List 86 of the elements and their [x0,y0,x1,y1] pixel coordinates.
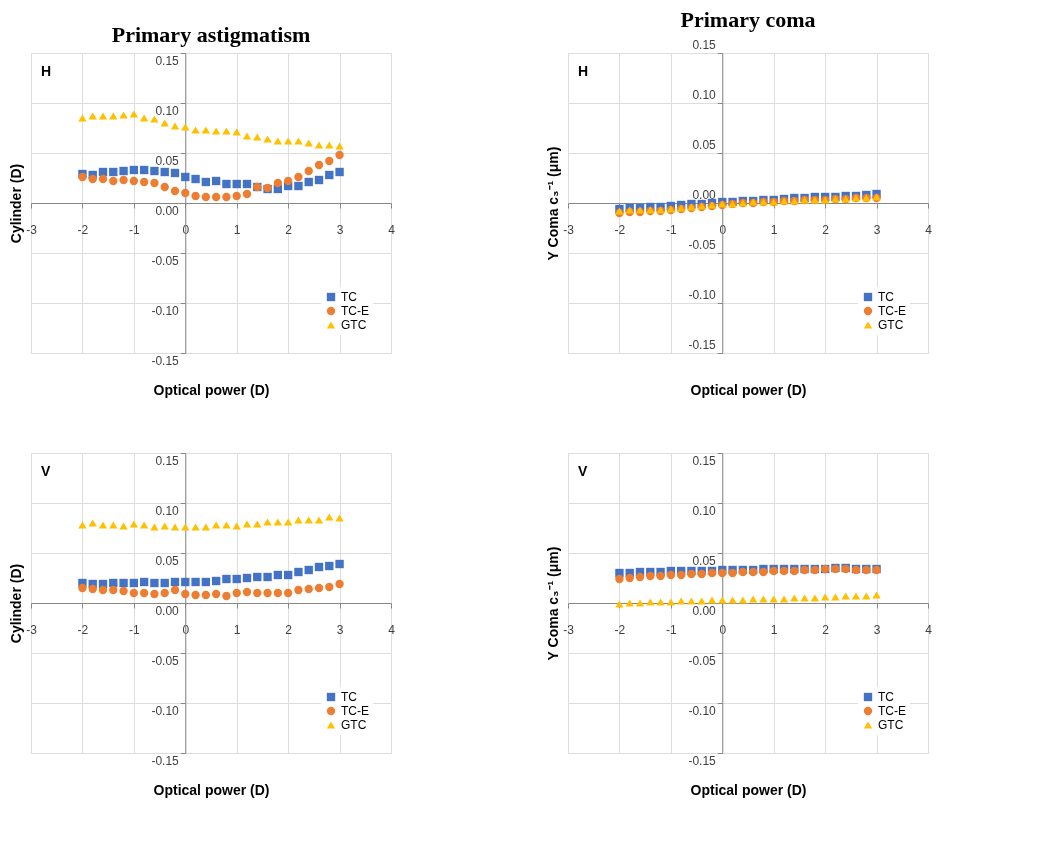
y-axis-title: Cylinder (D) [7,163,24,244]
y-axis-title: Y Coma c₃⁻¹ (μm) [544,546,561,661]
legend-label: GTC [878,718,904,732]
annotation: V [578,463,588,479]
y-tick-label: -0.10 [151,303,180,318]
y-tick-label: 0.15 [692,453,717,468]
x-tick-label: 3 [873,622,881,637]
legend-label: GTC [341,318,367,332]
x-tick-label: 1 [233,222,241,237]
x-tick-label: 3 [873,222,881,237]
y-tick-label: 0.00 [155,203,180,218]
y-tick-label: -0.15 [688,753,717,768]
y-tick-label: 0.15 [155,53,180,68]
y-tick-label: -0.10 [688,703,717,718]
legend-label: TC [341,290,358,304]
x-axis-title: Optical power (D) [153,381,270,398]
y-tick-label: 0.00 [692,603,717,618]
y-tick-label: 0.10 [692,503,717,518]
x-axis-title: Optical power (D) [153,781,270,798]
y-tick-label: 0.00 [155,603,180,618]
legend-label: TC-E [878,304,906,318]
x-tick-label: -2 [77,222,89,237]
x-tick-label: 1 [770,222,778,237]
x-tick-label: 0 [182,222,190,237]
x-tick-label: 0 [719,622,727,637]
x-tick-label: 3 [336,622,344,637]
x-tick-label: -3 [563,222,575,237]
y-tick-label: -0.05 [688,653,717,668]
legend-label: TC [878,290,895,304]
x-tick-label: 0 [182,622,190,637]
x-tick-label: 4 [388,222,396,237]
y-tick-label: 0.15 [692,37,717,52]
x-tick-label: -2 [614,622,626,637]
x-tick-label: 4 [925,622,933,637]
annotation: H [41,63,52,79]
y-tick-label: 0.10 [692,87,717,102]
y-tick-label: -0.05 [688,237,717,252]
y-tick-label: -0.10 [688,287,717,302]
y-tick-label: -0.05 [151,653,180,668]
x-axis-title: Optical power (D) [690,381,807,398]
x-tick-label: 0 [719,222,727,237]
x-tick-label: -1 [666,222,678,237]
x-tick-label: 2 [822,622,830,637]
x-tick-label: -1 [129,622,141,637]
x-tick-label: -3 [563,622,575,637]
y-tick-label: 0.10 [155,103,180,118]
x-axis-title: Optical power (D) [690,781,807,798]
x-tick-label: -3 [26,222,38,237]
x-tick-label: 2 [285,222,293,237]
y-tick-label: -0.15 [151,753,180,768]
x-tick-label: -3 [26,622,38,637]
x-tick-label: 4 [925,222,933,237]
annotation: V [41,463,51,479]
x-tick-label: 3 [336,222,344,237]
y-tick-label: 0.05 [692,137,717,152]
x-tick-label: 4 [388,622,396,637]
y-axis-title: Y Coma c₃⁻¹ (μm) [544,146,561,261]
legend-label: GTC [341,718,367,732]
annotation: H [578,63,589,79]
x-tick-label: 2 [822,222,830,237]
y-tick-label: 0.00 [692,187,717,202]
x-tick-label: -1 [129,222,141,237]
y-tick-label: -0.05 [151,253,180,268]
y-axis-title: Cylinder (D) [7,563,24,644]
legend-label: TC-E [341,704,369,718]
y-tick-label: 0.05 [692,553,717,568]
x-tick-label: 1 [770,622,778,637]
legend-label: TC [341,690,358,704]
y-tick-label: 0.15 [155,453,180,468]
legend-label: GTC [878,318,904,332]
y-tick-label: 0.10 [155,503,180,518]
y-tick-label: -0.15 [688,337,717,352]
chart-title: Primary coma [680,7,816,32]
x-tick-label: -2 [77,622,89,637]
legend-label: TC-E [878,704,906,718]
y-tick-label: 0.05 [155,553,180,568]
y-tick-label: -0.10 [151,703,180,718]
y-tick-label: 0.05 [155,153,180,168]
x-tick-label: 2 [285,622,293,637]
y-tick-label: -0.15 [151,353,180,368]
x-tick-label: 1 [233,622,241,637]
legend-label: TC-E [341,304,369,318]
chart-title: Primary astigmatism [111,21,311,47]
x-tick-label: -2 [614,222,626,237]
legend-label: TC [878,690,895,704]
x-tick-label: -1 [666,622,678,637]
